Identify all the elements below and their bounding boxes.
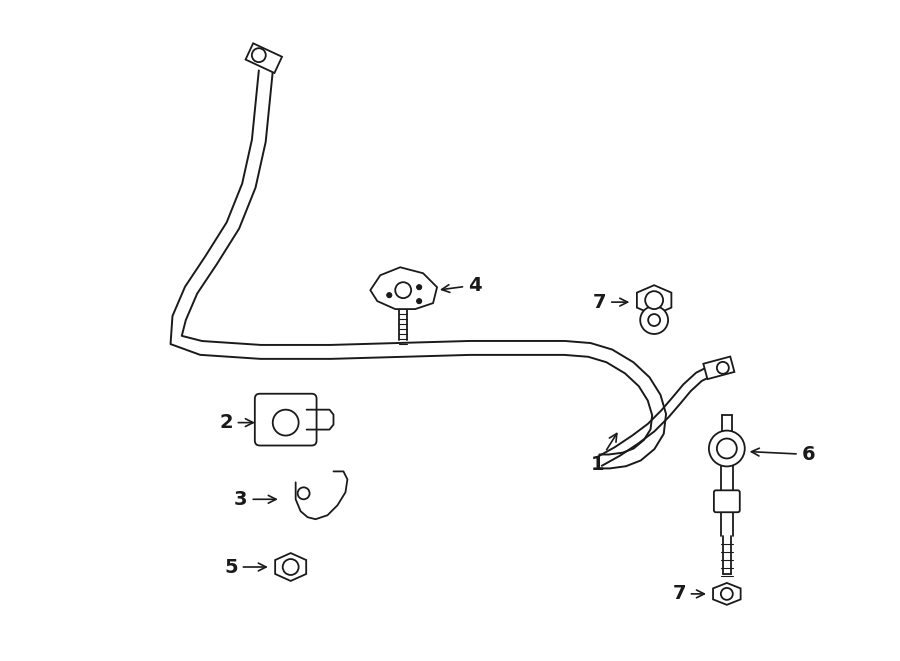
FancyBboxPatch shape xyxy=(714,490,740,512)
Circle shape xyxy=(298,487,310,499)
Circle shape xyxy=(283,559,299,575)
Circle shape xyxy=(387,293,392,297)
Circle shape xyxy=(640,306,668,334)
Text: 7: 7 xyxy=(672,584,705,603)
Circle shape xyxy=(648,314,660,326)
Text: 6: 6 xyxy=(752,445,815,464)
Circle shape xyxy=(717,438,737,459)
Circle shape xyxy=(252,48,266,62)
Text: 4: 4 xyxy=(442,276,482,295)
Circle shape xyxy=(417,285,421,290)
Polygon shape xyxy=(246,43,282,73)
Polygon shape xyxy=(637,285,671,315)
Circle shape xyxy=(717,362,729,374)
Circle shape xyxy=(709,430,745,467)
Circle shape xyxy=(721,588,733,600)
Circle shape xyxy=(273,410,299,436)
FancyBboxPatch shape xyxy=(255,394,317,446)
Text: 5: 5 xyxy=(224,557,266,576)
Circle shape xyxy=(417,299,421,303)
Text: 7: 7 xyxy=(592,293,627,311)
Polygon shape xyxy=(370,267,437,309)
Polygon shape xyxy=(275,553,306,581)
Polygon shape xyxy=(713,583,741,605)
Polygon shape xyxy=(703,356,734,379)
Circle shape xyxy=(395,282,411,298)
Text: 3: 3 xyxy=(234,490,276,509)
Circle shape xyxy=(645,291,663,309)
Text: 2: 2 xyxy=(219,413,253,432)
Text: 1: 1 xyxy=(590,434,616,474)
